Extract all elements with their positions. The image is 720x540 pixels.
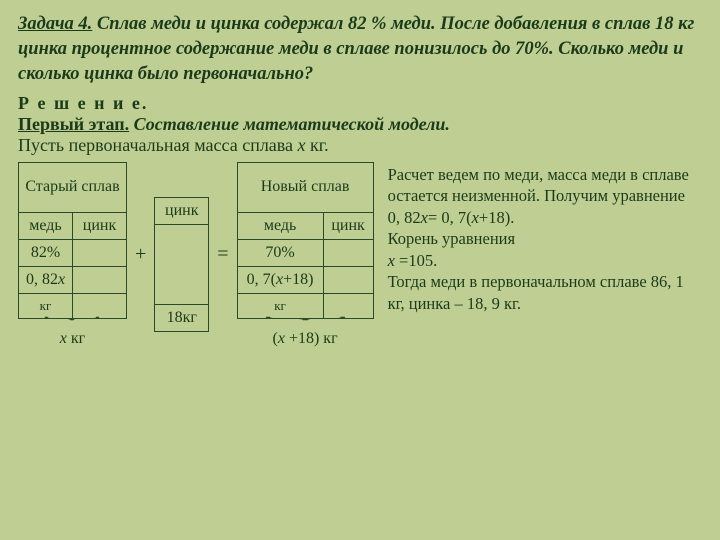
explain-p1: Расчет ведем по меди, масса меди в сплав…: [388, 164, 702, 207]
old-col-copper: медь: [19, 212, 73, 239]
plus-op: +: [127, 243, 154, 266]
old-caption: Старый сплав: [19, 162, 127, 212]
old-brace-wrap: ︸ х кг: [59, 317, 85, 348]
solution-label: Р е ш е н и е.: [18, 93, 702, 114]
explain-root: Корень уравнения х =105.: [388, 228, 702, 271]
new-total: (x +18) кг: [273, 330, 338, 347]
zinc-add-table: цинк 18кг: [154, 197, 209, 332]
explanation: Расчет ведем по меди, масса меди в сплав…: [374, 162, 702, 314]
problem-text: Сплав меди и цинка содержал 82 % меди. П…: [18, 14, 694, 84]
new-brace-wrap: ︸ (x +18) кг: [273, 317, 338, 348]
zinc-col: цинк: [155, 198, 209, 225]
new-col-zinc: цинк: [323, 212, 373, 239]
problem-title: Задача 4. Сплав меди и цинка содержал 82…: [18, 12, 702, 87]
new-empty2: [323, 266, 373, 293]
let-c: кг.: [306, 135, 329, 155]
content-row: Старый сплав медь цинк 82% 0, 82х кг ︸ х…: [18, 162, 702, 348]
root-a: Корень уравнения: [388, 229, 516, 248]
old-alloy-block: Старый сплав медь цинк 82% 0, 82х кг ︸ х…: [18, 162, 127, 348]
eq-a: 0, 82: [388, 208, 421, 227]
eq-c: +18).: [479, 208, 514, 227]
zinc-empty: [155, 225, 209, 305]
old-alloy-table: Старый сплав медь цинк 82% 0, 82х кг: [18, 162, 127, 319]
old-total-b: кг: [67, 330, 85, 347]
problem-label: Задача 4.: [18, 14, 92, 34]
new-mass: 0, 7(х+18): [237, 266, 323, 293]
old-mass-x: х: [58, 271, 65, 288]
old-total-x: х: [60, 330, 67, 347]
eq-x1: х: [421, 208, 428, 227]
new-col-copper: медь: [237, 212, 323, 239]
brace-icon: ︸: [44, 320, 101, 327]
new-alloy-table: Новый сплав медь цинк 70% 0, 7(х+18) кг: [237, 162, 374, 319]
root-b: =105.: [399, 251, 437, 270]
let-a: Пусть первоначальная масса сплава: [18, 135, 298, 155]
eq-b: = 0, 7(: [428, 208, 472, 227]
new-mass-a: 0, 7(: [247, 271, 276, 288]
old-empty2: [73, 266, 127, 293]
new-caption: Новый сплав: [237, 162, 373, 212]
stage-label: Первый этап.: [18, 114, 129, 134]
old-total: х кг: [60, 330, 85, 347]
stage-line: Первый этап. Составление математической …: [18, 114, 702, 135]
new-empty3: [323, 293, 373, 318]
new-empty1: [323, 239, 373, 266]
zinc-mass: 18кг: [155, 305, 209, 332]
old-pct: 82%: [19, 239, 73, 266]
new-mass-b: +18): [283, 271, 313, 288]
root-x: х: [388, 251, 399, 270]
old-mass: 0, 82х: [19, 266, 73, 293]
new-alloy-block: Новый сплав медь цинк 70% 0, 7(х+18) кг …: [237, 162, 374, 348]
tables-column: Старый сплав медь цинк 82% 0, 82х кг ︸ х…: [18, 162, 374, 348]
old-empty1: [73, 239, 127, 266]
equals-op: =: [209, 243, 236, 266]
let-x: x: [298, 135, 306, 155]
new-unit: кг: [237, 293, 323, 318]
new-pct: 70%: [237, 239, 323, 266]
zinc-add-block: цинк 18кг: [154, 197, 209, 332]
explain-eq: 0, 82х= 0, 7(х+18).: [388, 207, 702, 228]
brace-icon: ︸: [201, 320, 409, 327]
old-col-zinc: цинк: [73, 212, 127, 239]
stage-text: Составление математической модели.: [129, 114, 450, 134]
let-line: Пусть первоначальная масса сплава x кг.: [18, 135, 702, 156]
old-unit: кг: [19, 293, 73, 318]
new-total-b: +18) кг: [285, 330, 338, 347]
eq-x2: х: [472, 208, 479, 227]
old-empty3: [73, 293, 127, 318]
new-total-x: x: [278, 330, 285, 347]
old-mass-a: 0, 82: [26, 271, 58, 288]
explain-p3: Тогда меди в первоначальном сплаве 86, 1…: [388, 271, 702, 314]
